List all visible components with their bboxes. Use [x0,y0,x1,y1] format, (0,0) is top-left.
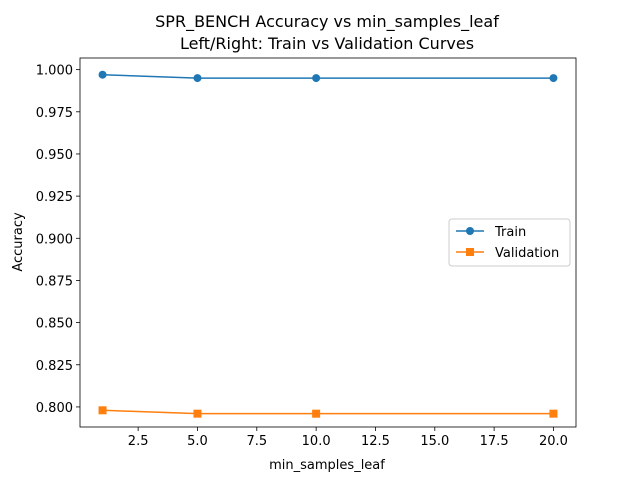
x-tick-label: 15.0 [420,434,449,449]
y-tick-label: 0.825 [36,359,73,374]
validation-data-point [98,406,107,415]
y-tick-label: 0.950 [36,148,73,163]
x-axis-label: min_samples_leaf [269,458,385,473]
chart-title-line-2: Left/Right: Train vs Validation Curves [180,34,474,53]
train-series-line [102,73,554,79]
validation-data-point [549,409,558,418]
y-tick-label: 0.800 [36,401,73,416]
x-tick-label: 17.5 [480,434,509,449]
y-axis-label: Accuracy [11,212,26,272]
train-data-point [549,74,558,83]
x-tick-label: 5.0 [187,434,208,449]
plot-area: 2.5 5.0 7.5 10.0 12.5 15.0 17.5 20.0 0.800 0.825 0… [36,64,568,449]
x-tick-label: 10.0 [302,434,331,449]
x-tick-label: 2.5 [128,434,149,449]
legend-train-marker [466,227,474,235]
x-tick-label: 7.5 [246,434,267,449]
x-tick-label: 12.5 [361,434,390,449]
validation-data-point [312,409,321,418]
legend-validation-label: Validation [495,246,559,261]
legend-train-label: Train [494,225,526,240]
y-tick-label: 1.000 [36,64,73,79]
chart-title-line-1: SPR_BENCH Accuracy vs min_samples_leaf [155,12,499,32]
y-tick-label: 0.875 [36,274,73,289]
x-tick-label: 20.0 [539,434,568,449]
validation-data-point [193,409,202,418]
legend: Train Validation [448,218,571,267]
validation-series-line [102,409,554,415]
train-data-point [98,70,107,79]
train-data-point [312,74,321,83]
y-tick-label: 0.850 [36,317,73,332]
y-tick-label: 0.925 [36,190,73,205]
y-tick-label: 0.975 [36,106,73,121]
train-data-point [193,74,202,83]
y-tick-label: 0.900 [36,232,73,247]
plot-frame [79,57,577,428]
legend-validation-marker [466,248,474,256]
